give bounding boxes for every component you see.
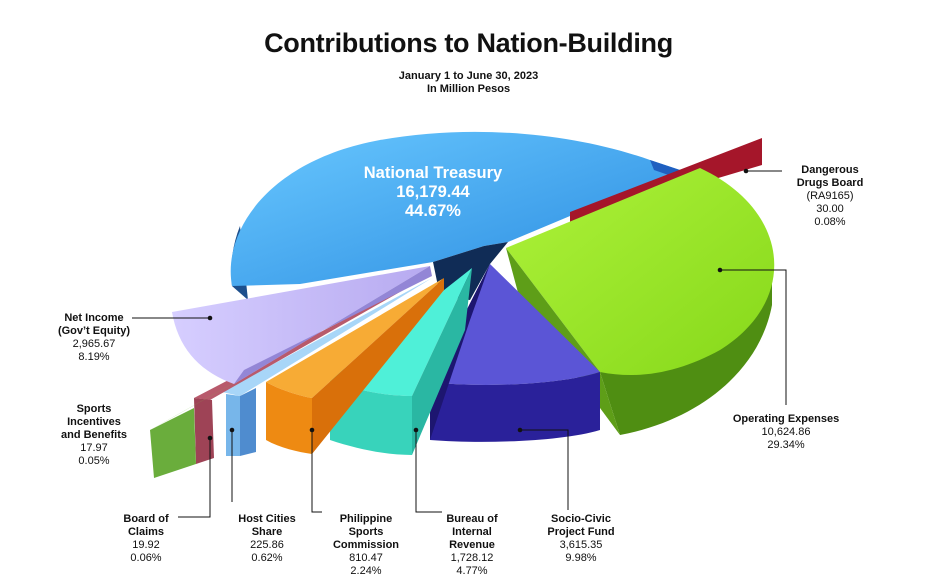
dot-socio-civic — [517, 427, 523, 433]
label-operating-expenses: Operating Expenses 10,624.86 29.34% — [733, 413, 839, 452]
slice-net-income — [172, 266, 432, 384]
dot-operating-expenses — [717, 267, 723, 273]
dangerous-drugs-board-name: Dangerous Drugs Board — [796, 164, 864, 189]
leader-socio-civic — [520, 429, 569, 510]
bir-right — [412, 268, 472, 455]
host-cities-value: 225.86 — [250, 539, 284, 551]
dot-dangerous-drugs-board — [743, 168, 749, 174]
label-philippine-sports-commission: Philippine Sports Commission 810.47 2.24… — [333, 513, 399, 578]
host-cities-front — [226, 394, 240, 456]
label-dangerous-drugs-board: Dangerous Drugs Board (RA9165) 30.00 0.0… — [797, 164, 864, 229]
net-income-name: Net Income (Gov’t Equity) — [57, 312, 131, 337]
national-treasury-top — [230, 131, 680, 286]
host-cities-side — [240, 388, 256, 456]
board-of-claims-percent: 0.06% — [130, 552, 162, 564]
psc-top — [266, 278, 444, 398]
bir-value: 1,728.12 — [450, 552, 494, 564]
slice-dangerous-drugs-board — [570, 138, 762, 222]
board-of-claims-name: Board of Claims — [123, 513, 169, 538]
chart-subtitle-date: January 1 to June 30, 2023 — [398, 70, 539, 82]
net-income-percent: 8.19% — [78, 351, 110, 363]
dangerous-drugs-board-percent: 0.08% — [814, 216, 846, 228]
leader-dots — [207, 168, 749, 441]
slice-philippine-sports-commission — [266, 278, 444, 454]
host-cities-top — [222, 278, 432, 396]
sports-incentives-front — [150, 408, 196, 478]
sports-incentives-percent: 0.05% — [78, 455, 110, 467]
psc-front — [266, 382, 312, 454]
dot-net-income — [207, 315, 213, 321]
label-bureau-of-internal-revenue: Bureau of Internal Revenue 1,728.12 4.77… — [446, 513, 497, 578]
socio-civic-percent: 9.98% — [565, 552, 597, 564]
leader-board-of-claims — [178, 438, 211, 518]
socio-civic-front — [430, 372, 600, 442]
socio-civic-top — [430, 264, 600, 385]
label-national-treasury: National Treasury 16,179.44 44.67% — [364, 164, 502, 221]
operating-expenses-value: 10,624.86 — [761, 426, 811, 438]
psc-right — [312, 278, 444, 454]
dot-board-of-claims — [207, 435, 213, 441]
leader-operating-expenses — [720, 269, 787, 405]
operating-expenses-percent: 29.34% — [767, 439, 805, 451]
slice-sports-incentives-and-benefits — [150, 278, 420, 478]
dangerous-drugs-board-sublabel: (RA9165) — [806, 190, 854, 202]
dangerous-drugs-board-value: 30.00 — [816, 203, 844, 215]
net-income-top — [172, 266, 430, 384]
operating-expenses-name: Operating Expenses — [732, 413, 840, 425]
net-income-right — [234, 266, 432, 384]
national-treasury-name: National Treasury — [363, 164, 503, 182]
sports-incentives-value: 17.97 — [80, 442, 108, 454]
dangerous-drugs-board-top — [570, 138, 762, 222]
label-host-cities-share: Host Cities Share 225.86 0.62% — [238, 513, 295, 565]
operating-expenses-top — [506, 168, 775, 376]
socio-civic-value: 3,615.35 — [559, 539, 603, 551]
chart-title: Contributions to Nation-Building — [264, 28, 673, 58]
host-cities-percent: 0.62% — [251, 552, 283, 564]
national-treasury-value: 16,179.44 — [396, 183, 470, 201]
psc-value: 810.47 — [349, 552, 383, 564]
net-income-value: 2,965.67 — [72, 338, 116, 350]
psc-name: Philippine Sports Commission — [332, 513, 400, 551]
board-of-claims-value: 19.92 — [132, 539, 160, 551]
psc-percent: 2.24% — [350, 565, 382, 577]
label-sports-incentives-and-benefits: Sports Incentives and Benefits 17.97 0.0… — [61, 403, 127, 468]
host-cities-name: Host Cities Share — [238, 513, 296, 538]
board-of-claims-front — [194, 398, 214, 464]
leader-bir — [415, 430, 442, 513]
dot-psc — [309, 427, 315, 433]
label-board-of-claims: Board of Claims 19.92 0.06% — [123, 513, 168, 565]
label-net-income: Net Income (Gov’t Equity) 2,965.67 8.19% — [58, 312, 130, 364]
national-treasury-percent: 44.67% — [405, 202, 461, 220]
sports-incentives-name: Sports Incentives and Benefits — [60, 403, 128, 441]
bir-percent: 4.77% — [456, 565, 488, 577]
slice-socio-civic-project-fund — [430, 264, 600, 442]
leader-lines — [132, 170, 787, 518]
sports-incentives-top — [150, 278, 420, 430]
dot-bir — [413, 427, 419, 433]
chart-subtitle-unit: In Million Pesos — [426, 83, 511, 95]
dot-host-cities — [229, 427, 235, 433]
bir-name: Bureau of Internal Revenue — [446, 513, 498, 551]
label-socio-civic-project-fund: Socio-Civic Project Fund 3,615.35 9.98% — [547, 513, 614, 565]
leader-psc — [311, 430, 322, 513]
slice-host-cities-share — [222, 278, 432, 456]
socio-civic-name: Socio-Civic Project Fund — [547, 513, 615, 538]
